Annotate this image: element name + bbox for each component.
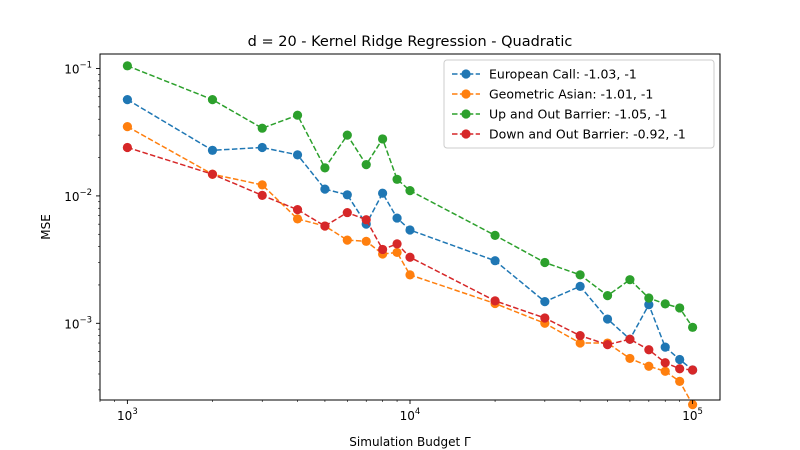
data-point: [575, 270, 585, 280]
legend-label: Geometric Asian: -1.01, -1: [489, 87, 653, 102]
data-point: [292, 214, 303, 224]
data-point: [660, 342, 670, 352]
data-point: [392, 239, 402, 249]
data-point: [207, 145, 218, 155]
data-point: [644, 300, 654, 310]
series-2: [122, 61, 698, 332]
data-point: [257, 190, 267, 200]
data-point: [405, 270, 415, 280]
data-point: [540, 297, 550, 307]
series-line: [127, 125, 694, 405]
data-point: [625, 353, 635, 364]
data-point: [342, 207, 352, 218]
data-point: [540, 313, 550, 323]
data-point: [207, 169, 218, 179]
data-point: [660, 366, 670, 376]
legend-label: Up and Out Barrier: -1.05, -1: [489, 107, 668, 122]
y-axis-label: MSE: [39, 214, 53, 240]
data-point: [378, 188, 388, 198]
chart-title: d = 20 - Kernel Ridge Regression - Quadr…: [248, 34, 573, 50]
data-point: [675, 303, 685, 313]
data-point: [405, 252, 415, 262]
data-point: [688, 400, 698, 410]
x-axis-label: Simulation Budget Γ: [349, 435, 471, 449]
data-point: [644, 361, 654, 371]
data-point: [490, 296, 500, 306]
data-point: [575, 331, 585, 341]
data-point: [675, 354, 685, 365]
data-point: [602, 314, 613, 324]
y-tick-label: 10−3: [64, 315, 92, 331]
data-point: [644, 293, 654, 303]
series-3: [122, 142, 698, 375]
legend-item: Up and Out Barrier: -1.05, -1: [452, 107, 668, 122]
data-point: [405, 186, 415, 196]
series-1: [122, 122, 698, 410]
legend-item: European Call: -1.03, -1: [452, 67, 637, 82]
data-point: [292, 150, 303, 160]
data-point: [342, 235, 352, 245]
legend-label: Down and Out Barrier: -0.92, -1: [489, 127, 686, 142]
data-point: [392, 213, 402, 223]
data-point: [122, 142, 132, 153]
legend-box: [443, 59, 715, 149]
y-tick-label: 10−1: [64, 61, 92, 77]
data-point: [342, 130, 352, 140]
data-point: [644, 345, 654, 355]
x-tick-label: 104: [400, 407, 421, 423]
data-point: [575, 281, 585, 291]
legend-label: European Call: -1.03, -1: [489, 67, 637, 82]
data-point: [625, 275, 635, 285]
data-point: [540, 257, 550, 268]
legend-marker: [461, 69, 471, 79]
data-point: [122, 95, 132, 105]
x-tick-label: 105: [682, 407, 703, 423]
legend-marker: [461, 129, 471, 139]
data-point: [602, 340, 613, 350]
data-point: [625, 334, 635, 344]
data-point: [122, 61, 132, 71]
data-point: [292, 205, 303, 215]
data-point: [392, 247, 402, 258]
data-point: [688, 365, 698, 375]
data-point: [490, 230, 500, 240]
data-point: [602, 291, 613, 301]
plot-area: [122, 61, 698, 410]
data-point: [660, 299, 670, 309]
data-point: [575, 338, 585, 348]
data-point: [361, 215, 371, 225]
legend-item: Geometric Asian: -1.01, -1: [452, 87, 653, 102]
legend-marker: [461, 109, 471, 119]
data-point: [675, 376, 685, 386]
data-point: [257, 180, 267, 190]
data-point: [257, 123, 267, 133]
x-axis: 103 104 105: [99, 400, 703, 423]
data-point: [490, 256, 500, 266]
data-point: [405, 225, 415, 235]
data-point: [688, 322, 698, 332]
data-point: [361, 236, 371, 246]
data-point: [392, 174, 402, 184]
data-point: [292, 110, 303, 120]
data-point: [320, 184, 330, 194]
data-point: [122, 122, 132, 132]
data-point: [660, 358, 670, 368]
y-axis: 10−3 10−2 10−1: [64, 61, 100, 391]
data-point: [320, 221, 330, 231]
data-point: [378, 244, 388, 255]
legend: European Call: -1.03, -1 Geometric Asian:…: [443, 59, 715, 149]
data-point: [257, 142, 267, 153]
data-point: [361, 160, 371, 170]
data-point: [378, 134, 388, 144]
data-point: [342, 190, 352, 200]
x-tick-label: 103: [117, 407, 138, 423]
y-tick-label: 10−2: [64, 188, 92, 204]
data-point: [320, 163, 330, 173]
data-point: [675, 364, 685, 374]
legend-item: Down and Out Barrier: -0.92, -1: [452, 127, 686, 142]
data-point: [207, 95, 218, 105]
legend-marker: [461, 89, 471, 99]
